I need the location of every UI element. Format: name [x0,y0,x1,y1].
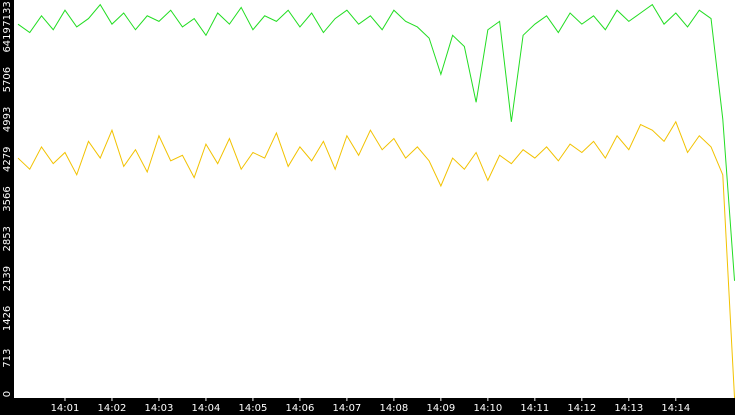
x-tick-label: 14:14 [661,403,690,414]
y-tick-label: 2139 [2,266,13,291]
y-axis-band [0,0,14,415]
x-tick-label: 14:08 [379,403,408,414]
y-tick-label: 1426 [2,306,13,331]
x-tick-label: 14:09 [426,403,455,414]
y-tick-label: 0 [2,391,13,397]
x-axis-band [0,398,735,415]
x-tick-label: 14:13 [614,403,643,414]
y-tick-label: 5706 [2,67,13,92]
y-tick-label: 6419 [2,27,13,52]
x-tick-label: 14:05 [239,403,268,414]
x-tick-label: 14:02 [98,403,127,414]
y-tick-label: 7133 [2,1,13,26]
series-line [17,3,735,281]
x-tick-label: 14:04 [192,403,221,414]
x-tick-label: 14:03 [145,403,174,414]
x-tick-label: 14:07 [332,403,361,414]
y-tick-label: 2853 [2,226,13,251]
y-tick-label: 3566 [2,186,13,211]
y-tick-label: 4279 [2,147,13,172]
y-tick-label: 4993 [2,107,13,132]
x-tick-label: 14:06 [285,403,314,414]
x-tick-label: 14:01 [51,403,80,414]
x-tick-label: 14:12 [567,403,596,414]
y-tick-label: 713 [2,349,13,368]
x-tick-label: 14:10 [473,403,502,414]
series-line [17,120,735,399]
x-tick-label: 14:11 [520,403,549,414]
